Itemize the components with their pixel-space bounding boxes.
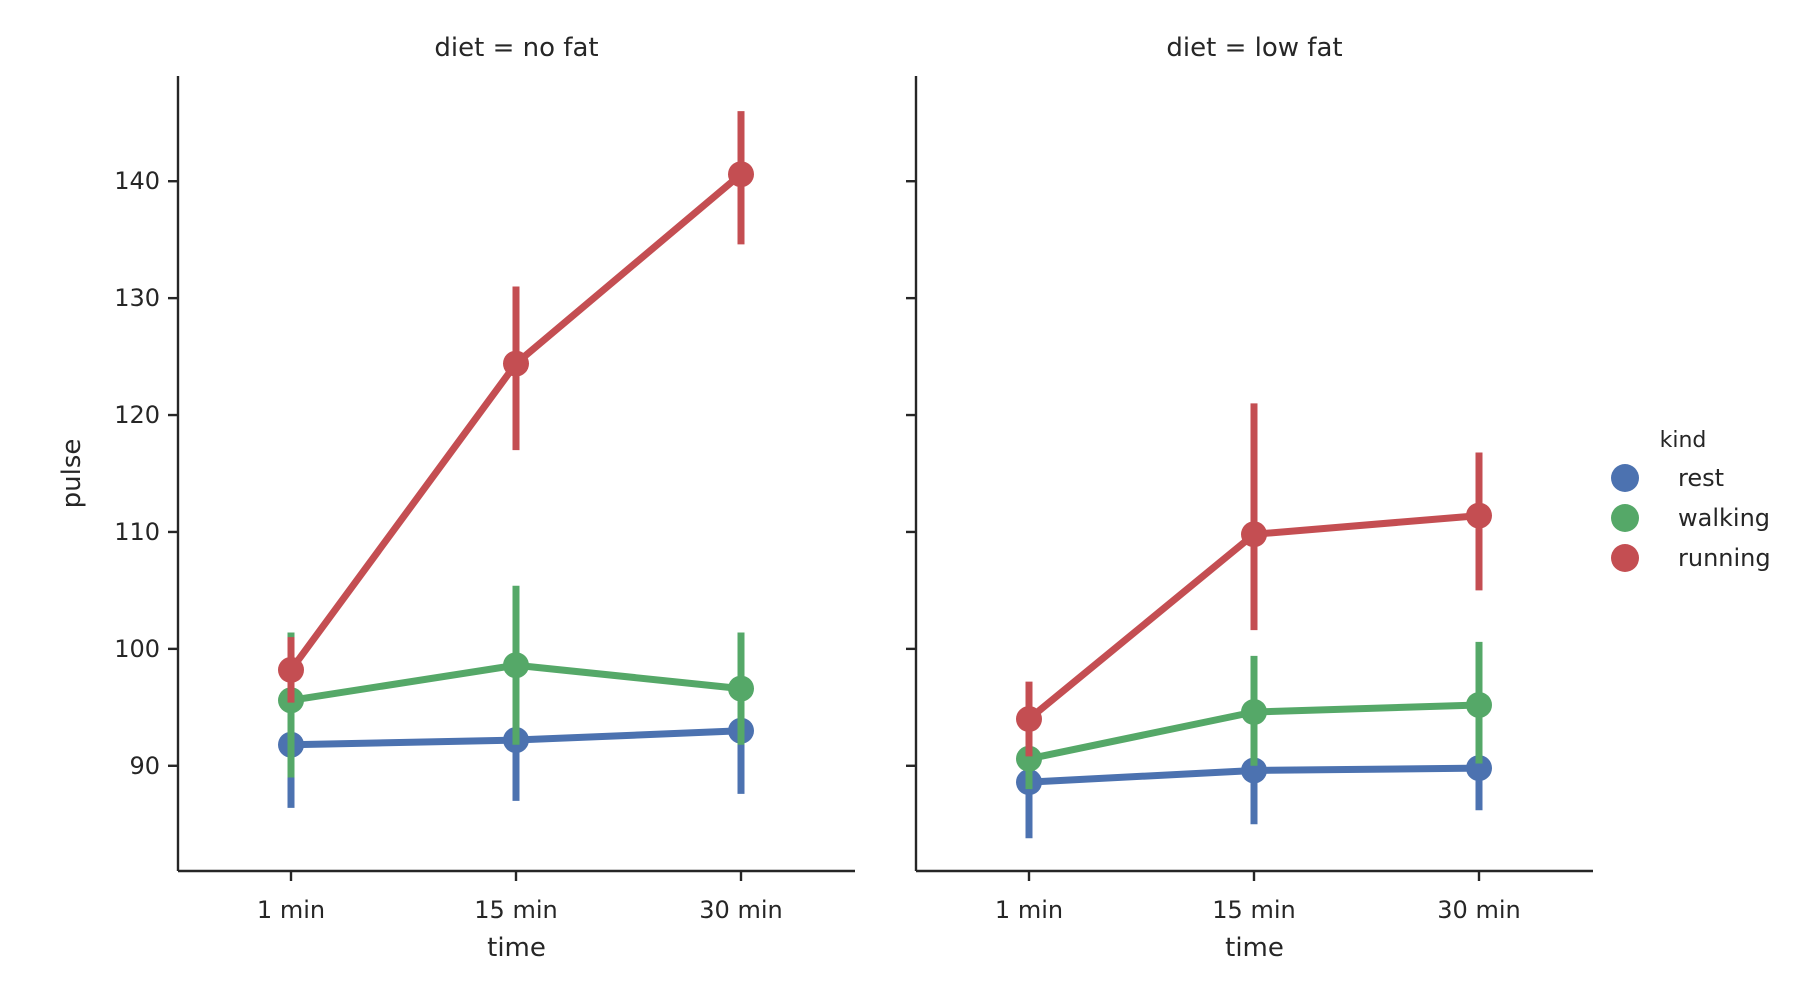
legend-label-walking: walking xyxy=(1678,504,1770,532)
data-point-running xyxy=(1016,706,1042,733)
y-tick-label: 100 xyxy=(114,635,160,663)
y-tick-label: 110 xyxy=(114,518,160,546)
panel-no-fat: diet = no fat 90 100 110 120 130 140 1 min 15 mi… xyxy=(57,33,855,963)
data-point-walking xyxy=(1016,745,1042,772)
legend-label-running: running xyxy=(1678,544,1771,572)
legend-label-rest: rest xyxy=(1678,464,1724,492)
panel-title: diet = no fat xyxy=(434,33,598,63)
x-axis-label: time xyxy=(487,933,546,963)
series-walking xyxy=(1016,641,1492,790)
panel-low-fat: diet = low fat 1 min 15 min 30 min time xyxy=(906,33,1593,963)
series-running xyxy=(1016,403,1492,757)
x-axis-label: time xyxy=(1225,933,1284,963)
y-tick-label: 130 xyxy=(114,284,160,312)
data-point-running xyxy=(728,161,754,188)
x-tick-label: 15 min xyxy=(474,896,557,924)
y-tick-label: 90 xyxy=(129,752,160,780)
series-walking xyxy=(278,585,754,778)
data-point-walking xyxy=(1466,691,1492,718)
legend-marker-walking xyxy=(1611,504,1639,532)
y-tick-label: 140 xyxy=(114,167,160,195)
legend: kind rest walking running xyxy=(1611,428,1771,572)
y-tick-label: 120 xyxy=(114,401,160,429)
data-point-rest xyxy=(1466,755,1492,782)
data-point-walking xyxy=(1241,699,1267,725)
legend-marker-rest xyxy=(1611,464,1639,492)
data-point-walking xyxy=(728,675,754,702)
data-point-running xyxy=(278,656,304,683)
data-point-walking xyxy=(503,652,529,679)
data-point-running xyxy=(1466,502,1492,529)
x-tick-label: 1 min xyxy=(995,896,1063,924)
legend-title: kind xyxy=(1660,428,1707,453)
data-point-rest xyxy=(1241,757,1267,784)
x-tick-label: 30 min xyxy=(1437,896,1520,924)
x-tick-label: 15 min xyxy=(1212,896,1295,924)
y-axis-label: pulse xyxy=(57,439,87,509)
data-point-running xyxy=(1241,521,1267,548)
legend-marker-running xyxy=(1611,544,1639,572)
panel-title: diet = low fat xyxy=(1166,33,1342,63)
x-tick-label: 30 min xyxy=(699,896,782,924)
x-tick-label: 1 min xyxy=(257,896,325,924)
series-running xyxy=(278,111,754,703)
data-point-running xyxy=(503,350,529,377)
